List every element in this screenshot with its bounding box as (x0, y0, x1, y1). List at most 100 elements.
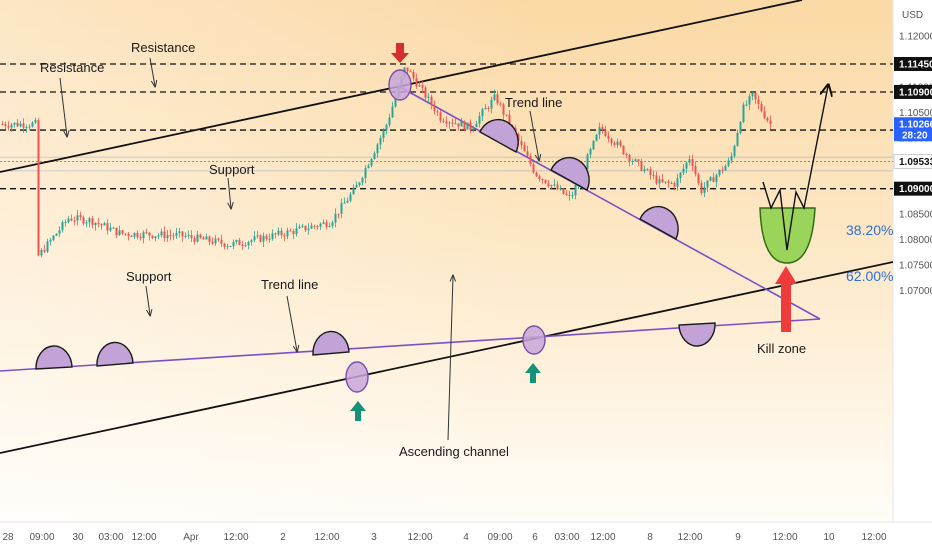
candle-body (22, 123, 25, 128)
price-tag-value: 1.09000 (899, 184, 932, 195)
candle-body (619, 141, 622, 146)
currency-label: USD (902, 10, 923, 21)
candle-body (715, 175, 718, 182)
price-tick-label: 1.12000 (899, 32, 932, 43)
candle-body (34, 120, 37, 123)
candle-body (328, 226, 331, 228)
candle-body (706, 180, 709, 188)
touch-circle-top (388, 69, 412, 101)
time-tick-label: 09:00 (29, 532, 54, 543)
touch-circle-apr2 (345, 361, 369, 393)
candle-body (502, 104, 505, 115)
candle-body (136, 232, 139, 238)
candle-body (238, 240, 241, 245)
candle-body (652, 175, 655, 177)
candle-body (196, 234, 199, 242)
candle-body (742, 104, 745, 123)
candle-body (151, 235, 154, 238)
candle-body (97, 222, 100, 225)
candle-body (124, 233, 127, 235)
candle-body (352, 187, 355, 195)
touch-circles (345, 69, 546, 393)
candle-body (37, 120, 40, 256)
candle-body (685, 162, 688, 169)
label-fib-382: 38.20% (846, 222, 893, 238)
candle-body (163, 231, 166, 239)
candle-body (67, 218, 70, 222)
candle-body (649, 169, 652, 176)
candle-body (703, 187, 706, 193)
candle-body (271, 233, 274, 240)
candle-body (607, 135, 610, 139)
candle-body (529, 156, 532, 165)
candle-body (277, 230, 280, 235)
time-axis-panel (0, 522, 932, 550)
red-down-arrow (391, 43, 409, 63)
label-support-lower: Support (126, 269, 172, 284)
candle-body (595, 134, 598, 141)
candle-body (220, 239, 223, 244)
time-tick-label: 12:00 (677, 532, 702, 543)
candle-body (745, 104, 748, 106)
candle-body (286, 230, 289, 237)
candle-body (52, 235, 55, 240)
candle-body (322, 222, 325, 224)
candle-body (751, 92, 754, 97)
price-tag-box (894, 56, 932, 71)
candle-body (496, 94, 499, 104)
candle-body (493, 94, 496, 100)
candle-body (43, 249, 46, 252)
candle-body (718, 169, 721, 176)
candle-body (169, 235, 172, 237)
candle-body (256, 235, 259, 237)
candle-body (454, 123, 457, 125)
price-tick-label: 1.08000 (899, 235, 932, 246)
candle-body (376, 144, 379, 154)
candle-body (667, 181, 670, 183)
candle-body (244, 245, 247, 247)
candle-body (73, 220, 76, 222)
candle-body (253, 236, 256, 241)
projection-path (762, 86, 828, 251)
candle-body (709, 177, 712, 181)
candle-body (598, 127, 601, 135)
candle-body (142, 232, 145, 239)
green-up-arrow-apr2 (350, 401, 366, 421)
candle-body (370, 159, 373, 166)
candle-body (406, 67, 409, 72)
candle-body (763, 111, 766, 118)
candle-body (106, 223, 109, 231)
candle-body (208, 236, 211, 242)
price-tag: 1.09000 (894, 181, 932, 196)
price-tag: 1.11450 (894, 56, 932, 71)
candle-body (307, 228, 310, 231)
time-tick-label: Apr (183, 532, 199, 543)
candle-body (250, 240, 253, 243)
candle-body (187, 234, 190, 236)
candle-body (427, 96, 430, 98)
candle-body (559, 188, 562, 190)
price-tag-value: 1.09533 (899, 157, 932, 168)
candle-body (265, 235, 268, 239)
candle-body (109, 227, 112, 231)
time-tick-label: 9 (735, 532, 741, 543)
kill-zone-bowl (759, 207, 816, 264)
candle-body (682, 168, 685, 173)
candle-body (364, 168, 367, 179)
time-tick-label: 12:00 (861, 532, 886, 543)
candle-body (172, 235, 175, 237)
pointer-support-1 (228, 177, 231, 208)
candle-body (562, 188, 565, 194)
candle-body (538, 176, 541, 180)
time-tick-label: 12:00 (314, 532, 339, 543)
candle-body (226, 246, 229, 248)
candle-body (313, 225, 316, 227)
candle-body (769, 120, 772, 124)
candle-body (499, 103, 502, 105)
candle-body (409, 71, 412, 73)
candle-body (331, 222, 334, 227)
candle-body (505, 114, 508, 116)
touch-bumps (35, 118, 716, 370)
